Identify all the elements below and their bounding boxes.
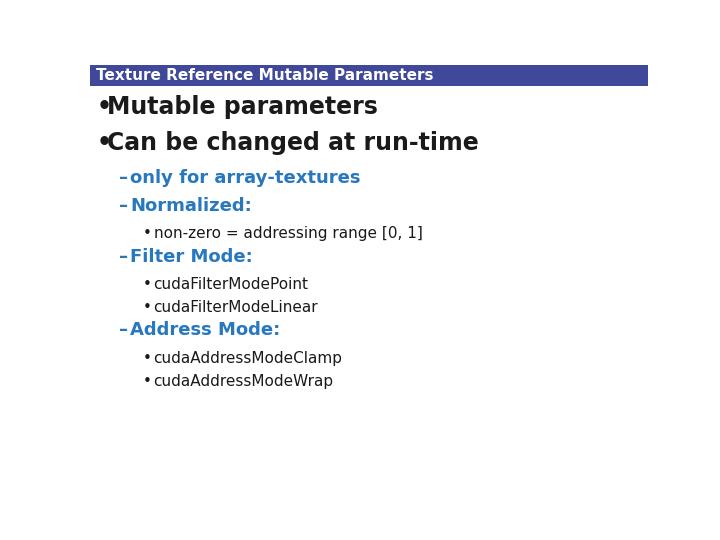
Text: cudaAddressModeWrap: cudaAddressModeWrap xyxy=(153,374,333,389)
Text: •: • xyxy=(143,374,152,389)
Text: •: • xyxy=(143,300,152,315)
Text: Address Mode:: Address Mode: xyxy=(130,321,281,340)
Text: •: • xyxy=(96,131,111,154)
FancyBboxPatch shape xyxy=(90,65,648,86)
Text: •: • xyxy=(143,276,152,292)
Text: –: – xyxy=(120,321,129,340)
Text: •: • xyxy=(143,226,152,241)
Text: cudaAddressModeClamp: cudaAddressModeClamp xyxy=(153,350,343,366)
Text: •: • xyxy=(143,350,152,366)
Text: Filter Mode:: Filter Mode: xyxy=(130,247,253,266)
Text: cudaFilterModeLinear: cudaFilterModeLinear xyxy=(153,300,318,315)
Text: only for array-textures: only for array-textures xyxy=(130,169,361,187)
Text: cudaFilterModePoint: cudaFilterModePoint xyxy=(153,276,309,292)
Text: –: – xyxy=(120,197,129,215)
Text: Texture Reference Mutable Parameters: Texture Reference Mutable Parameters xyxy=(96,68,433,83)
Text: –: – xyxy=(120,169,129,187)
Text: Mutable parameters: Mutable parameters xyxy=(107,95,378,119)
Text: Normalized:: Normalized: xyxy=(130,197,252,215)
Text: Can be changed at run-time: Can be changed at run-time xyxy=(107,131,479,154)
Text: •: • xyxy=(96,95,111,119)
Text: –: – xyxy=(120,247,129,266)
Text: non-zero = addressing range [0, 1]: non-zero = addressing range [0, 1] xyxy=(153,226,423,241)
